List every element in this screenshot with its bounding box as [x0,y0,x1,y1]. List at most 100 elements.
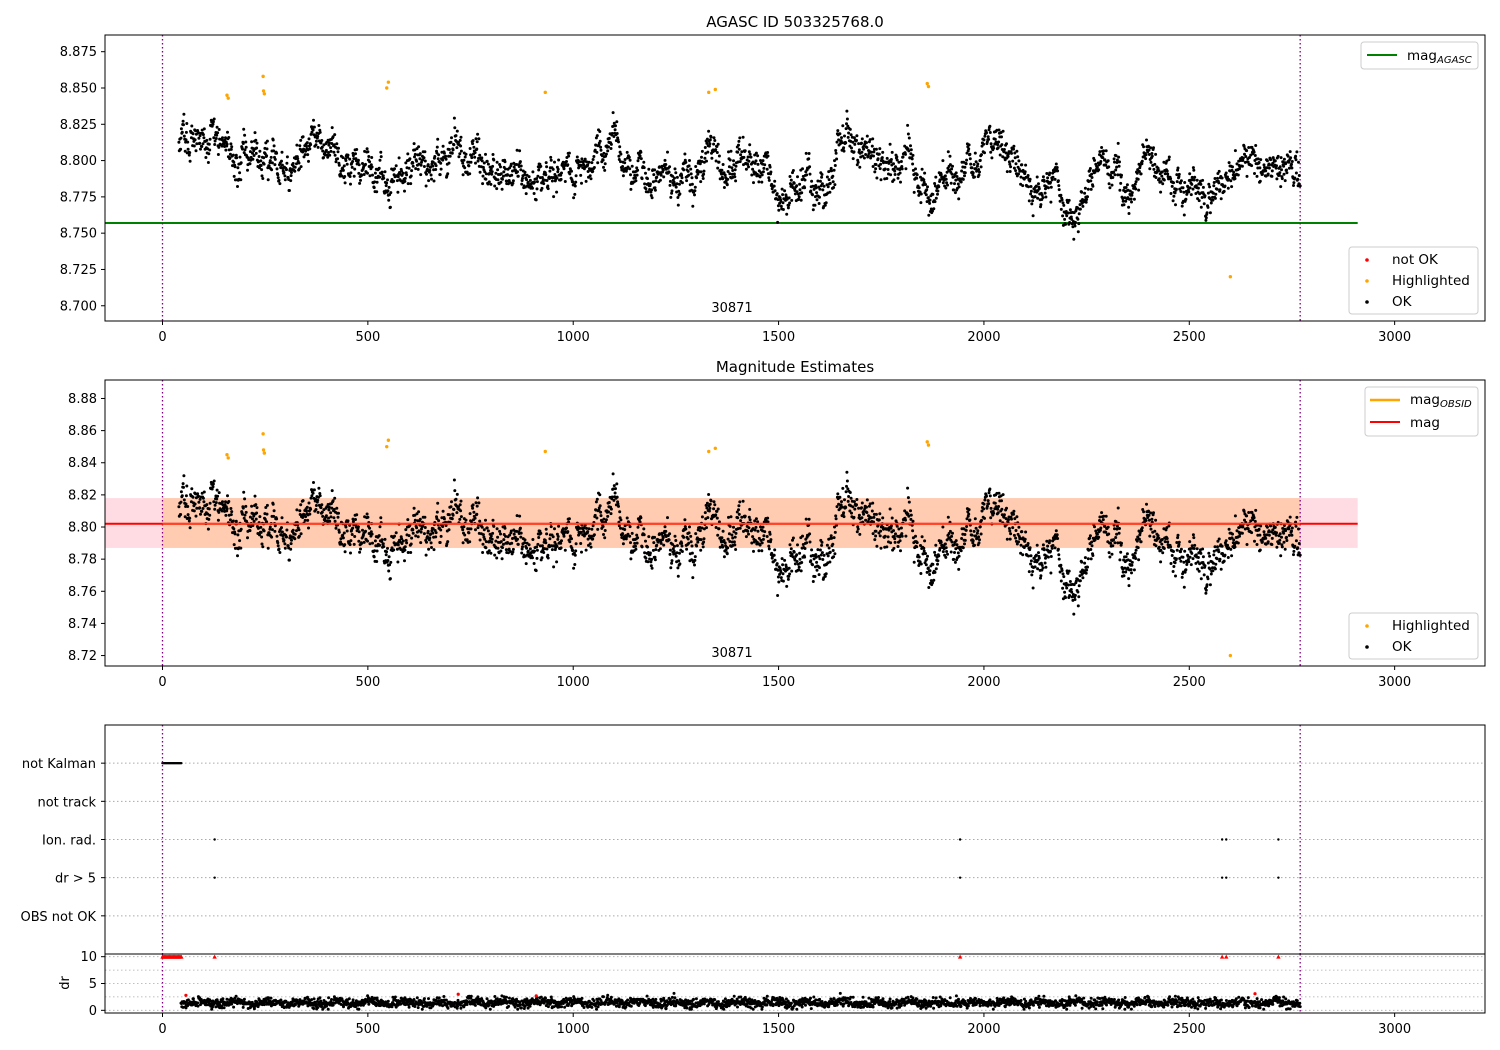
ok-point [766,154,770,158]
ok-point [588,174,592,178]
ok-point [1280,177,1284,181]
ok-point [316,498,320,502]
ok-point [742,155,746,159]
ok-point [978,170,981,174]
ok-point [1068,580,1072,583]
ok-point [239,527,243,531]
ok-point [502,538,506,542]
ok-point [619,518,623,522]
ok-point [798,557,802,561]
ok-point [708,138,712,142]
ok-point [528,178,532,182]
ok-point [1056,169,1060,173]
ok-point [447,148,451,151]
ok-point [285,528,289,532]
ok-point [878,167,882,171]
ok-point [680,181,684,185]
ok-point [184,505,188,508]
ok-point [208,501,212,505]
ok-point [832,168,836,172]
ok-point [1100,511,1104,515]
ok-point [1104,163,1108,167]
ok-point [549,155,553,159]
ok-point [633,173,637,177]
ok-point [674,185,678,189]
ok-point [180,494,184,498]
ok-point [874,512,878,516]
ok-point [271,138,275,142]
ok-point [512,165,516,169]
ok-point [433,155,437,158]
ok-point [889,173,893,177]
ok-point [320,145,324,149]
ok-point [889,526,893,530]
ok-point [344,525,348,529]
ok-point [1064,222,1067,226]
ok-point [980,509,984,513]
ok-point [936,559,940,563]
ok-point [1090,172,1094,176]
ok-point [197,494,200,498]
ok-point [1053,546,1057,550]
ok-point [1160,174,1164,178]
ok-point [431,160,435,164]
ok-point [276,544,280,548]
ok-point [333,133,337,137]
ok-point [629,173,632,177]
ok-point [828,560,832,564]
ok-point [481,174,485,178]
ok-point [357,171,361,175]
ok-point [749,155,753,159]
ok-point [499,532,502,536]
ok-point [746,529,750,533]
ok-point [403,548,407,552]
ok-point [914,534,917,538]
ok-point [1204,216,1208,220]
ok-point [1055,166,1059,169]
ok-point [804,151,808,155]
ok-point [179,136,183,140]
ok-point [1170,184,1174,188]
ok-point [227,136,231,139]
ok-point [807,517,811,521]
ok-point [447,513,451,517]
ok-point [184,140,188,144]
ok-point [996,143,1000,147]
ok-point [365,147,369,151]
ok-point [961,546,965,550]
ok-point [556,167,560,171]
ok-point [765,167,769,171]
ok-point [986,499,990,503]
ok-point [968,152,972,156]
ok-point [199,147,202,151]
ok-point [720,168,724,172]
ok-point [494,539,498,543]
ok-point [461,528,465,532]
ok-point [1101,156,1105,160]
ok-point [231,519,235,523]
ok-point [853,142,857,146]
ok-point [829,166,833,170]
ok-point [426,163,430,167]
ok-point [953,182,956,186]
ok-point [377,534,381,538]
ok-point [179,513,183,516]
ok-point [432,179,436,183]
ok-point [1160,170,1164,174]
ok-point [963,171,967,175]
ok-point [668,179,672,183]
ok-point [881,516,885,520]
ok-point [1085,198,1089,201]
ok-point [602,165,605,169]
ok-point [534,569,538,573]
ok-point [845,484,848,488]
ok-point [672,180,676,184]
ok-point [815,568,819,572]
highlighted-point [385,86,389,90]
ok-point [922,546,926,550]
ok-point [822,553,826,557]
ok-point [1010,151,1013,155]
ok-point [890,150,894,154]
ok-point [1061,201,1065,205]
ok-point [642,166,646,170]
